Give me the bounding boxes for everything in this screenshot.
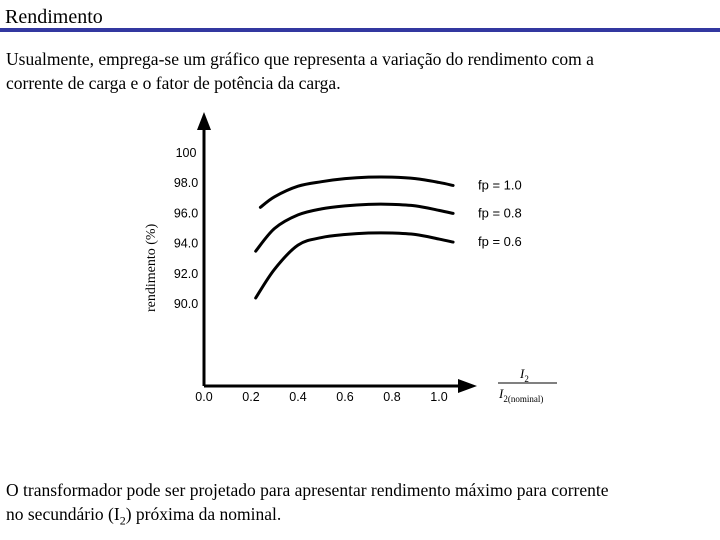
series-line-3 bbox=[254, 231, 455, 300]
series-lines bbox=[254, 175, 455, 300]
series-label-1: fp = 1.0 bbox=[478, 177, 522, 192]
conclusion-line-2-pre: no secundário (I bbox=[6, 504, 120, 524]
x-tick-label: 0.4 bbox=[289, 390, 306, 404]
x-axis-label: I2 I2(nominal) bbox=[498, 366, 557, 404]
chart-axes bbox=[197, 112, 477, 393]
x-tick-label: 1.0 bbox=[430, 390, 447, 404]
x-tick-label: 0.8 bbox=[383, 390, 400, 404]
y-tick-label: 100 bbox=[176, 146, 197, 160]
intro-line-1: Usualmente, emprega-se um gráfico que re… bbox=[6, 49, 594, 69]
series-label-2: fp = 0.8 bbox=[478, 205, 522, 220]
series-line-2 bbox=[254, 202, 455, 253]
x-tick-label: 0.0 bbox=[195, 390, 212, 404]
y-tick-label: 94.0 bbox=[174, 237, 198, 251]
series-label-3: fp = 0.6 bbox=[478, 234, 522, 249]
x-tick-labels: 0.0 0.2 0.4 0.6 0.8 1.0 bbox=[195, 390, 447, 404]
conclusion-line-2-post: ) próxima da nominal. bbox=[125, 504, 282, 524]
y-tick-label: 90.0 bbox=[174, 297, 198, 311]
y-axis-arrow bbox=[197, 112, 211, 130]
y-tick-label: 96.0 bbox=[174, 206, 198, 220]
x-axis-arrow bbox=[458, 379, 477, 393]
y-tick-label: 92.0 bbox=[174, 267, 198, 281]
x-label-denominator: I2(nominal) bbox=[498, 386, 543, 404]
y-axis-label: rendimento (%) bbox=[144, 223, 159, 312]
conclusion-line-1: O transformador pode ser projetado para … bbox=[6, 480, 609, 500]
intro-paragraph: Usualmente, emprega-se um gráfico que re… bbox=[6, 47, 714, 95]
title-underline bbox=[0, 28, 720, 32]
intro-line-2: corrente de carga e o fator de potência … bbox=[6, 73, 341, 93]
x-tick-label: 0.2 bbox=[242, 390, 259, 404]
y-tick-labels: 90.0 92.0 94.0 96.0 98.0 100 bbox=[174, 146, 198, 311]
x-label-numerator: I2 bbox=[519, 366, 529, 384]
conclusion-paragraph: O transformador pode ser projetado para … bbox=[6, 478, 714, 533]
series-labels: fp = 1.0 fp = 0.8 fp = 0.6 bbox=[478, 177, 522, 249]
slide-title: Rendimento bbox=[5, 6, 103, 28]
series-line-1 bbox=[258, 175, 455, 209]
x-tick-label: 0.6 bbox=[336, 390, 353, 404]
conclusion-line-2-sub: 2 bbox=[119, 513, 126, 528]
y-tick-label: 98.0 bbox=[174, 176, 198, 190]
